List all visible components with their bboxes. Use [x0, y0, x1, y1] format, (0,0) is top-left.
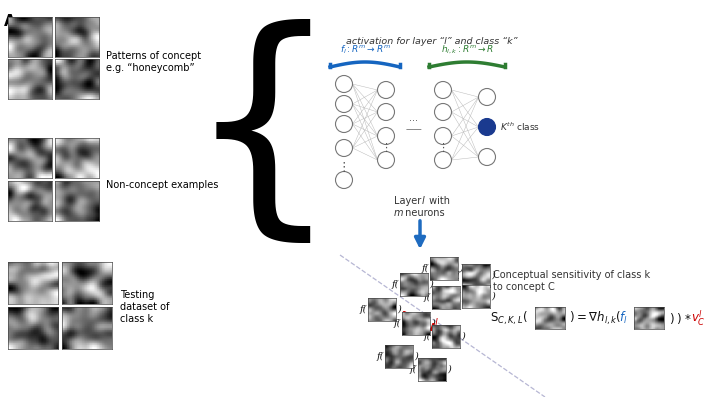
Text: ⋮: ⋮: [380, 143, 392, 153]
Text: $v^l_C$: $v^l_C$: [691, 308, 706, 328]
Circle shape: [434, 152, 451, 168]
Text: ): ): [429, 280, 433, 289]
Circle shape: [336, 116, 353, 133]
Circle shape: [377, 152, 395, 168]
Text: $K^{th}$ class: $K^{th}$ class: [500, 121, 540, 133]
Text: with: with: [426, 196, 450, 206]
Text: {: {: [186, 19, 341, 255]
Text: f(: f(: [410, 365, 417, 374]
Text: ): ): [491, 292, 495, 301]
Circle shape: [434, 81, 451, 98]
Circle shape: [434, 127, 451, 145]
Text: $\mathsf{S}_{C,K,L}($: $\mathsf{S}_{C,K,L}($: [490, 309, 528, 327]
Text: A: A: [4, 14, 16, 29]
Text: ): ): [491, 271, 495, 280]
Circle shape: [377, 81, 395, 98]
Text: Patterns of concept
e.g. “honeycomb”: Patterns of concept e.g. “honeycomb”: [106, 51, 201, 73]
Text: $\mathbf{v}^l_c$: $\mathbf{v}^l_c$: [425, 316, 441, 338]
Circle shape: [479, 89, 495, 106]
Text: ⋮: ⋮: [338, 162, 350, 175]
Text: ⋮: ⋮: [438, 143, 449, 153]
Text: Conceptual sensitivity of class k: Conceptual sensitivity of class k: [493, 270, 650, 280]
Text: Testing
dataset of
class k: Testing dataset of class k: [120, 290, 169, 324]
Text: activation for layer “l” and class “k”: activation for layer “l” and class “k”: [346, 37, 518, 46]
Circle shape: [479, 148, 495, 166]
Text: $\,*$: $\,*$: [680, 312, 692, 324]
Text: Non-concept examples: Non-concept examples: [106, 180, 218, 190]
Circle shape: [336, 172, 353, 189]
Circle shape: [479, 118, 495, 135]
Text: f(: f(: [392, 280, 399, 289]
Text: $h_{l,k}: R^m \rightarrow R$: $h_{l,k}: R^m \rightarrow R$: [441, 44, 493, 56]
Text: to concept C: to concept C: [493, 282, 554, 292]
Text: Layer: Layer: [394, 196, 424, 206]
Text: f(: f(: [454, 271, 461, 280]
Text: f(: f(: [423, 332, 431, 341]
Text: neurons: neurons: [402, 208, 445, 218]
Text: ): ): [447, 365, 451, 374]
Circle shape: [336, 139, 353, 156]
Text: f(: f(: [454, 292, 461, 301]
Text: ): ): [414, 352, 418, 361]
Text: f(: f(: [422, 264, 429, 273]
Text: ——: ——: [405, 125, 423, 135]
Text: ): ): [459, 264, 463, 273]
Text: l: l: [422, 196, 425, 206]
Text: ): ): [461, 293, 464, 302]
Text: $\,) = \nabla h_{l,k}($: $\,) = \nabla h_{l,k}($: [568, 309, 621, 327]
Circle shape: [336, 96, 353, 112]
Text: ...: ...: [410, 113, 418, 123]
Text: $\,\,)\,)$: $\,\,)\,)$: [666, 310, 682, 326]
Text: ): ): [461, 332, 464, 341]
Text: f(: f(: [359, 305, 367, 314]
Text: f(: f(: [423, 293, 431, 302]
Text: $f_l$: $f_l$: [619, 310, 627, 326]
Text: $f_l: R^m \rightarrow R^m$: $f_l: R^m \rightarrow R^m$: [340, 44, 390, 56]
Text: f(: f(: [394, 319, 401, 328]
Circle shape: [434, 104, 451, 121]
Text: f(: f(: [377, 352, 384, 361]
Text: ): ): [431, 319, 435, 328]
Circle shape: [336, 75, 353, 93]
Circle shape: [377, 104, 395, 121]
Text: ): ): [397, 305, 401, 314]
Circle shape: [377, 127, 395, 145]
Text: m: m: [394, 208, 403, 218]
